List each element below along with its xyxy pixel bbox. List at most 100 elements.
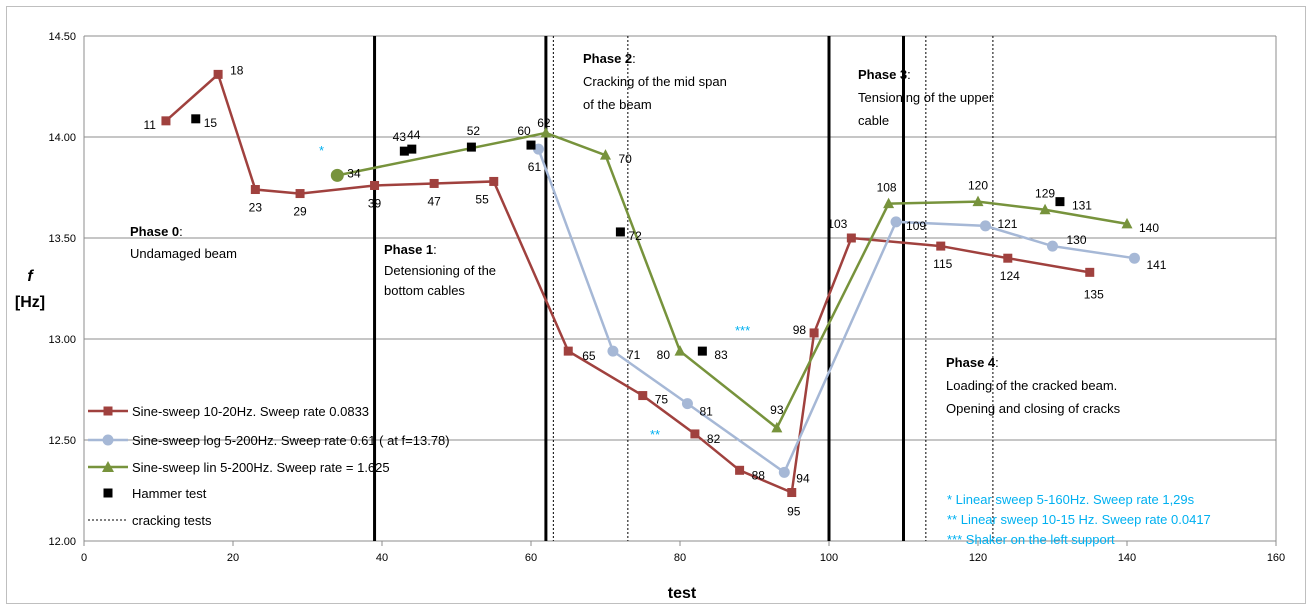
y-tick-label-4: 14.00 [48,132,76,144]
series-2-label-0: 34 [347,166,361,180]
series-2-point-1 [540,126,552,138]
phase1-title: Phase 1: [384,242,437,257]
phase0-line1: Undamaged beam [130,246,237,261]
series-2: 34 62 70 80 93 108 120 129 140 [330,116,1159,433]
phase1-line1: Detensioning of the [384,263,496,278]
series-3-point-4 [526,140,536,150]
y-tick-label-2: 13.00 [48,334,76,346]
note-3: *** Shaker on the left support [947,532,1115,547]
series-1-point-6 [1047,240,1058,252]
series-1-label-2: 81 [699,405,713,419]
legend-label-s4: cracking tests [132,513,212,528]
phase3-line2: cable [858,113,889,128]
series-0-label-5: 47 [427,194,441,208]
series-2-point-0 [330,168,344,182]
series-3-label-1: 43 [393,130,407,144]
series-1-label-1: 71 [627,348,641,362]
series-3-point-7 [1055,197,1065,207]
legend-label-s0: Sine-sweep 10-20Hz. Sweep rate 0.0833 [132,404,369,419]
series-0-label-13: 103 [827,217,847,231]
series-0-point-2 [250,185,260,195]
legend-marker-s2 [102,461,114,472]
series-0-point-11 [787,488,797,498]
legend-marker-s0 [103,406,113,416]
series-0-point-8 [638,391,648,401]
series-0-label-8: 75 [655,393,669,407]
series-0-point-13 [846,233,856,243]
series-0-point-16 [1085,267,1095,277]
series-1-point-4 [890,216,902,228]
x-tick-label-7: 140 [1118,552,1136,564]
series-1-label-0: 61 [528,160,542,174]
series-1-point-3 [778,466,790,478]
series-3-label-5: 72 [628,229,642,243]
phase2-title: Phase 2: [583,51,636,66]
phase4-line1: Loading of the cracked beam. [946,378,1117,393]
series-0-point-15 [1003,253,1013,263]
series-1-line [537,148,1135,475]
series-3-point-5 [615,227,625,237]
series-0-label-16: 135 [1084,287,1104,301]
star-marker-1: * [319,143,324,158]
phase1-line2: bottom cables [384,283,465,298]
series-2-label-7: 129 [1035,187,1055,201]
series-0-label-10: 88 [752,468,766,482]
phase4-title: Phase 4: [946,355,999,370]
legend-marker-s3 [103,488,113,498]
series-2-point-2 [600,149,611,160]
series-0-label-6: 55 [475,192,489,206]
series-0-point-10 [735,465,745,475]
phase3-line1: Tensioning of the upper [858,90,994,105]
series-2-point-6 [972,195,984,207]
x-tick-label-5: 100 [820,552,838,564]
series-3-point-2 [407,144,417,154]
series-0-label-9: 82 [707,432,721,446]
legend-marker-s1 [102,434,114,446]
x-tick-label-8: 160 [1267,552,1285,564]
series-3-label-0: 15 [204,116,218,130]
series-0-point-9 [690,429,700,439]
phase-lines [373,36,994,541]
y-axis-symbol: f [27,268,34,285]
series-3-label-4: 60 [517,124,531,138]
x-tick-label-3: 60 [525,552,537,564]
series-3-label-6: 83 [714,348,728,362]
y-axis-unit: [Hz] [15,294,45,311]
series-2-point-7 [1039,203,1051,215]
series-1-label-3: 94 [796,471,810,485]
series-0: 11 18 23 29 39 47 55 65 75 82 88 95 98 103 115 124 135 [143,63,1104,518]
series-0-point-7 [563,346,573,356]
series-3-label-2: 44 [407,128,421,142]
series-0-point-12 [809,328,819,338]
note-1: * Linear sweep 5-160Hz. Sweep rate 1,29s [947,492,1195,507]
series-2-label-3: 80 [657,348,671,362]
y-tick-label-0: 12.00 [48,536,76,548]
series-2-point-5 [883,197,895,209]
series-2-point-8 [1121,217,1133,229]
note-2: ** Linear sweep 10-15 Hz. Sweep rate 0.0… [947,512,1211,527]
series-2-label-5: 108 [877,181,897,195]
series-0-label-2: 23 [249,201,263,215]
series-0-label-11: 95 [787,505,801,519]
legend-label-s3: Hammer test [132,486,207,501]
series-1-label-7: 141 [1146,258,1166,272]
series-1-point-5 [979,220,991,232]
gridlines [83,35,1277,542]
phase3-title: Phase 3: [858,67,911,82]
series-0-label-4: 39 [368,196,382,210]
series-2-label-6: 120 [968,179,988,193]
series-1-label-5: 121 [997,217,1017,231]
series-0-label-14: 115 [933,257,952,271]
phase2-line2: of the beam [583,97,652,112]
y-tick-label-3: 13.50 [48,233,76,245]
series-0-label-3: 29 [293,205,307,219]
series-3-label-3: 52 [467,124,481,138]
series-0-label-1: 18 [230,63,244,77]
legend-label-s2: Sine-sweep lin 5-200Hz. Sweep rate = 1.6… [132,460,390,475]
y-tick-label-1: 12.50 [48,435,76,447]
series-3-label-7: 131 [1072,199,1092,213]
phase0-title: Phase 0: [130,224,183,239]
